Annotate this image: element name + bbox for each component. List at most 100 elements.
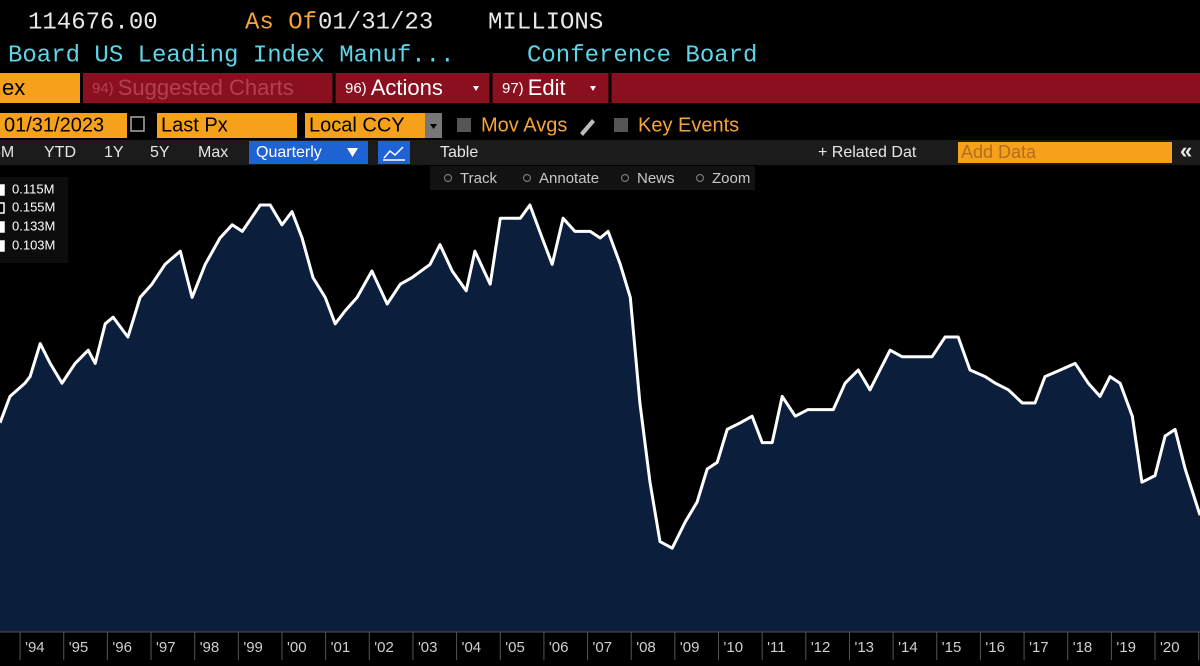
- x-tick-label: '09: [680, 639, 700, 656]
- x-tick-label: '01: [331, 639, 351, 656]
- legend-swatch: [0, 202, 5, 214]
- dropdown-arrow: [473, 86, 479, 91]
- x-tick-label: '95: [69, 639, 89, 656]
- x-tick-label: '20: [1160, 639, 1180, 656]
- legend-value: 0.103M: [12, 237, 55, 252]
- field-select[interactable]: [157, 113, 297, 138]
- chart-icon: [383, 146, 405, 161]
- menu-bar: [83, 73, 1200, 103]
- x-tick-label: '17: [1029, 639, 1049, 656]
- currency-select[interactable]: [305, 113, 425, 138]
- menu-item[interactable]: 94) Suggested Charts: [92, 75, 294, 100]
- menu-number: 94): [92, 80, 114, 97]
- x-tick-label: '12: [811, 639, 831, 656]
- tool-bar: [430, 166, 755, 190]
- legend-swatch: [0, 184, 5, 196]
- x-tick-label: '94: [25, 639, 45, 656]
- date-input[interactable]: [0, 113, 127, 138]
- tool-button[interactable]: News: [637, 170, 675, 187]
- area: [0, 205, 1200, 632]
- tool-button[interactable]: Annotate: [539, 170, 599, 187]
- x-tick-label: '15: [942, 639, 962, 656]
- chart-type-button[interactable]: [378, 141, 410, 164]
- menu-label: Suggested Charts: [118, 75, 294, 100]
- frequency-button[interactable]: [249, 141, 368, 164]
- as-of-date: 01/31/23: [318, 9, 433, 36]
- add-data-input[interactable]: [958, 142, 1172, 163]
- legend-swatch: [0, 240, 5, 252]
- x-tick-label: '06: [549, 639, 569, 656]
- x-tick-label: '13: [854, 639, 874, 656]
- tool-icon: [695, 173, 705, 183]
- dropdown-arrow: [590, 86, 596, 91]
- tool-icon: [443, 173, 453, 183]
- legend-value: 0.115M: [12, 181, 54, 196]
- checkbox[interactable]: [614, 118, 628, 132]
- x-tick-label: '07: [593, 639, 613, 656]
- currency-value: Local CCY: [309, 114, 405, 136]
- legend-value: 0.133M: [12, 218, 55, 233]
- x-tick-label: '05: [505, 639, 525, 656]
- checkbox[interactable]: [457, 118, 471, 132]
- menu-label: Actions: [371, 75, 443, 100]
- legend-value: 0.155M: [12, 199, 55, 214]
- calendar-icon[interactable]: [130, 116, 145, 132]
- tool-icon: [620, 173, 630, 183]
- tool-button[interactable]: Track: [460, 170, 497, 187]
- legend-swatch: [0, 221, 5, 233]
- range-buttons: 6M YTD 1Y 5Y Max: [0, 144, 228, 161]
- x-tick-label: '18: [1073, 639, 1093, 656]
- add-data-placeholder: Add Data: [961, 142, 1037, 162]
- x-tick-label: '99: [243, 639, 263, 656]
- x-tick-label: '10: [724, 639, 744, 656]
- pencil-icon[interactable]: [580, 119, 595, 136]
- x-tick-label: '03: [418, 639, 438, 656]
- ticker: ex: [2, 75, 25, 100]
- range-button[interactable]: Max: [198, 144, 228, 161]
- source: Conference Board: [527, 42, 757, 69]
- security-name: Board US Leading Index Manuf...: [8, 42, 454, 69]
- tools: Track Annotate News Zoom: [443, 170, 750, 187]
- x-tick-label: '16: [985, 639, 1005, 656]
- x-tick-label: '00: [287, 639, 307, 656]
- collapse-button[interactable]: «: [1180, 138, 1192, 163]
- menu-number: 96): [345, 80, 367, 97]
- ticker-box[interactable]: [0, 73, 80, 103]
- x-tick-label: '19: [1116, 639, 1136, 656]
- x-tick-label: '08: [636, 639, 656, 656]
- x-tick-label: '02: [374, 639, 394, 656]
- field-value: Last Px: [161, 114, 228, 136]
- as-of-label: As Of: [245, 9, 317, 36]
- range-button[interactable]: YTD: [44, 144, 76, 161]
- x-tick-label: '04: [462, 639, 482, 656]
- date-value: 01/31/2023: [4, 114, 104, 136]
- menu-item[interactable]: 96) Actions: [345, 75, 443, 100]
- range-button[interactable]: 1Y: [104, 144, 124, 161]
- menu-item[interactable]: 97) Edit: [502, 75, 566, 100]
- x-tick-label: '11: [767, 639, 785, 656]
- x-tick-label: '96: [112, 639, 132, 656]
- dropdown-arrow: [430, 124, 437, 129]
- related-data[interactable]: + Related Dat: [818, 144, 917, 161]
- key-events-label: Key Events: [638, 114, 739, 136]
- table-button[interactable]: Table: [440, 144, 478, 161]
- line: [0, 203, 1200, 550]
- range-button[interactable]: 6M: [0, 144, 14, 161]
- range-button[interactable]: 5Y: [150, 144, 170, 161]
- mov-avgs-label: Mov Avgs: [481, 114, 567, 136]
- x-tick-label: '97: [156, 639, 176, 656]
- units: MILLIONS: [488, 9, 603, 36]
- chart-layer: '94 '95 '96 '97 '98 '99 '00 '01 '02 '03 '04 '05 '06 '…: [0, 203, 1200, 660]
- tool-button[interactable]: Zoom: [712, 170, 750, 187]
- legend: 0.115M 0.155M 0.133M 0.103M: [0, 181, 55, 252]
- menu-label: Edit: [528, 75, 566, 100]
- dropdown-arrow: [347, 148, 358, 157]
- frequency-label: Quarterly: [256, 144, 322, 161]
- legend-box: [0, 177, 68, 263]
- x-tick-label: '14: [898, 639, 918, 656]
- last-value: 114676.00: [28, 9, 158, 36]
- x-tick-label: '98: [200, 639, 220, 656]
